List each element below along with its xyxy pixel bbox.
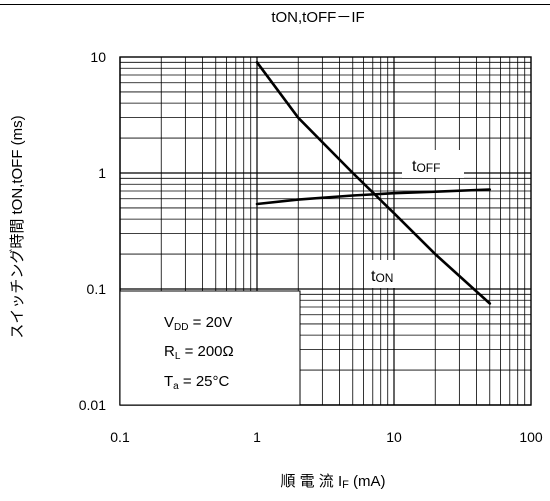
x-tick-labels: 0.1 1 10 100 xyxy=(110,429,543,445)
x-tick-label: 1 xyxy=(253,429,261,445)
conditions-box xyxy=(119,290,301,406)
y-tick-label: 1 xyxy=(98,165,106,181)
x-axis-label-sub: F xyxy=(342,479,349,491)
x-tick-label: 0.1 xyxy=(110,429,130,445)
toff-label: tOFF xyxy=(412,158,440,175)
plot-frame xyxy=(119,56,532,406)
x-axis-label-main: 順 電 流 I xyxy=(280,473,342,490)
y-axis-label: スイッチング時間 tON,tOFF (ms) xyxy=(9,115,26,338)
condition-vdd: VDD = 20V xyxy=(164,314,232,333)
condition-ta: Ta = 25°C xyxy=(164,373,230,392)
x-tick-label: 100 xyxy=(519,429,543,445)
y-tick-labels: 0.01 0.1 1 10 xyxy=(79,49,106,413)
chart-title: tON,tOFF－IF xyxy=(271,9,364,26)
toff-label-bg xyxy=(402,150,464,178)
y-tick-label: 10 xyxy=(90,49,106,65)
series-lines xyxy=(255,60,492,305)
top-rule xyxy=(0,4,550,5)
y-tick-label: 0.1 xyxy=(87,281,107,297)
ton-label-bg xyxy=(364,260,422,288)
ton-label: tON xyxy=(371,268,393,285)
x-axis-label: 順 電 流 IF (mA) xyxy=(280,473,385,491)
x-axis-label-unit: (mA) xyxy=(349,473,386,490)
x-tick-label: 10 xyxy=(386,429,402,445)
toff-series-line xyxy=(255,188,492,206)
condition-rl: RL = 200Ω xyxy=(164,343,234,362)
y-tick-label: 0.01 xyxy=(79,397,106,413)
